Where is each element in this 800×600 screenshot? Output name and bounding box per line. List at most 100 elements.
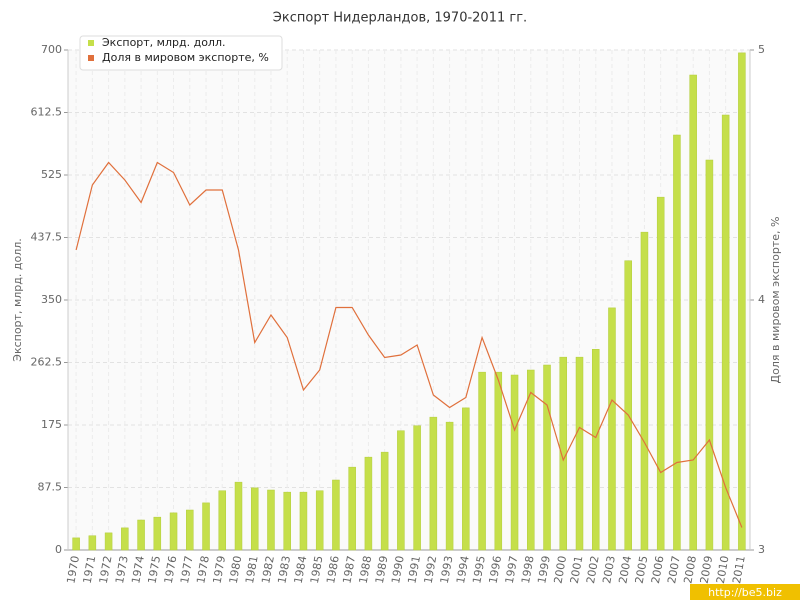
bar — [364, 456, 373, 551]
x-tick-label: 1976 — [162, 555, 180, 585]
y-tick-label: 525 — [41, 168, 62, 181]
chart-title: Экспорт Нидерландов, 1970-2011 гг. — [273, 11, 527, 26]
y2-tick-label: 3 — [758, 543, 765, 556]
x-tick-label: 2004 — [616, 555, 634, 585]
bar — [689, 74, 697, 551]
y-tick-label: 0 — [55, 543, 62, 556]
legend-swatch — [88, 40, 94, 46]
x-tick-label: 1996 — [487, 555, 505, 585]
x-tick-label: 1988 — [357, 555, 375, 585]
x-tick-label: 1979 — [211, 555, 229, 585]
line — [75, 161, 743, 528]
bar — [332, 479, 340, 551]
x-tick-label: 2010 — [714, 555, 732, 585]
bar — [88, 535, 97, 551]
bar — [721, 114, 730, 551]
bar — [72, 537, 80, 551]
x-tick-label: 2003 — [600, 555, 618, 585]
x-tick-label: 1999 — [535, 555, 553, 585]
bar — [591, 349, 600, 551]
x-tick-label: 1974 — [129, 555, 147, 585]
x-tick-label: 1990 — [389, 555, 407, 585]
x-tick-label: 1982 — [259, 555, 277, 585]
x-tick-label: 1986 — [324, 555, 342, 585]
x-tick-label: 1981 — [243, 555, 261, 585]
bar — [397, 430, 405, 551]
legend-label: Доля в мировом экспорте, % — [102, 51, 269, 64]
watermark-bg — [690, 584, 800, 600]
bar — [267, 489, 275, 551]
bar — [527, 369, 535, 551]
x-tick-label: 1994 — [454, 555, 472, 585]
bar — [624, 260, 632, 551]
bar — [413, 425, 421, 551]
bar — [348, 466, 356, 551]
x-tick-label: 2000 — [552, 555, 570, 585]
bar — [299, 491, 308, 551]
y-tick-label: 87.5 — [38, 481, 63, 494]
y-tick-label: 350 — [41, 293, 62, 306]
bar — [234, 481, 243, 551]
bar — [186, 509, 194, 551]
y2-tick-label: 4 — [758, 293, 765, 306]
y-tick-label: 700 — [41, 43, 62, 56]
x-tick-label: 1993 — [438, 555, 456, 585]
bar — [202, 502, 210, 551]
x-tick-label: 1998 — [519, 555, 537, 585]
bar — [315, 490, 324, 551]
legend-box — [79, 35, 283, 71]
x-tick-label: 2001 — [568, 555, 586, 585]
bar — [640, 231, 649, 551]
bar — [445, 421, 454, 551]
bar — [429, 416, 438, 551]
bar — [510, 374, 519, 551]
bar — [169, 512, 178, 551]
x-tick-label: 2007 — [665, 555, 683, 585]
marks — [72, 52, 746, 551]
y-tick-label: 262.5 — [31, 356, 63, 369]
bar — [656, 196, 665, 551]
bar — [608, 307, 616, 551]
x-tick-label: 2006 — [649, 555, 667, 585]
y2-tick-label: 5 — [758, 43, 765, 56]
bar — [543, 364, 551, 551]
bar — [478, 371, 486, 551]
bar — [380, 451, 389, 551]
x-tick-label: 1980 — [227, 555, 245, 585]
x-tick-label: 2009 — [698, 555, 716, 585]
bar — [137, 519, 145, 551]
y-tick-label: 175 — [41, 418, 62, 431]
x-tick-label: 1995 — [470, 555, 488, 585]
x-tick-label: 1971 — [81, 555, 99, 585]
x-tick-label: 1997 — [503, 555, 521, 585]
x-tick-label: 2011 — [730, 555, 748, 585]
bar — [673, 134, 681, 551]
bar — [121, 527, 129, 551]
x-tick-label: 1977 — [178, 555, 196, 585]
x-tick-label: 1975 — [146, 555, 164, 585]
legend-swatch — [88, 55, 94, 61]
bar — [283, 491, 291, 551]
x-tick-label: 1985 — [308, 555, 326, 585]
bar — [575, 356, 584, 551]
y-tick-label: 612.5 — [31, 106, 63, 119]
x-tick-label: 1972 — [97, 555, 115, 585]
x-tick-label: 1992 — [422, 555, 440, 585]
bar — [153, 516, 162, 551]
x-tick-label: 1989 — [373, 555, 391, 585]
bar — [218, 490, 227, 551]
bar — [462, 407, 470, 551]
bar — [705, 159, 714, 551]
bar — [104, 532, 113, 551]
watermark: http://be5.biz — [708, 586, 782, 599]
legend: Экспорт, млрд. долл. Доля в мировом экспо… — [79, 35, 283, 71]
legend-label: Экспорт, млрд. долл. — [102, 36, 225, 49]
bar — [494, 371, 503, 551]
y2-axis-label: Доля в мировом экспорте, % — [769, 217, 782, 384]
x-tick-label: 2008 — [681, 555, 699, 585]
x-tick-label: 1984 — [292, 555, 310, 585]
x-tick-label: 2002 — [584, 555, 602, 585]
x-tick-label: 1983 — [275, 555, 293, 585]
x-tick-label: 1978 — [194, 555, 212, 585]
